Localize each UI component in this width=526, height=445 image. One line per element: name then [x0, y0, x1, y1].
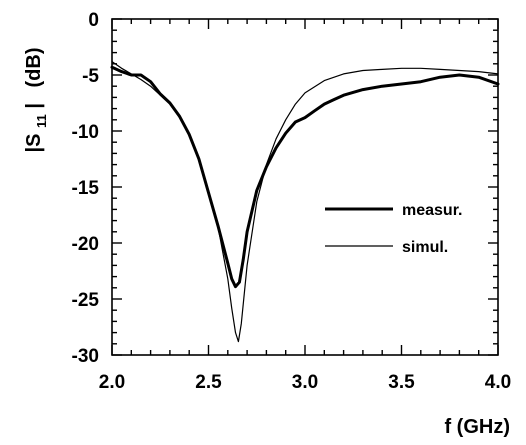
legend-label-simul: simul. — [402, 239, 448, 256]
axis-ticks — [111, 18, 499, 356]
series-layer — [110, 60, 500, 343]
y-tick-label: -30 — [72, 346, 99, 367]
x-tick-label: 3.5 — [388, 372, 415, 393]
y-tick-label: -10 — [72, 122, 99, 143]
x-tick-label: 3.0 — [292, 372, 318, 393]
y-tick-label: -20 — [72, 234, 99, 255]
y-tick-label: 0 — [88, 10, 99, 31]
y-label-suffix: | — [23, 103, 45, 109]
y-label-subscript: 11 — [34, 114, 49, 128]
x-tick-label: 2.0 — [99, 372, 125, 393]
legend: measur. simul. — [325, 202, 462, 256]
y-tick-label: -15 — [72, 178, 100, 199]
y-tick-label: -25 — [72, 290, 100, 311]
legend-label-measur: measur. — [402, 202, 462, 219]
y-label-unit: (dB) — [23, 48, 45, 88]
x-axis-label: f (GHz) — [444, 416, 510, 438]
y-tick-label: -5 — [82, 66, 99, 87]
y-axis-label: |S 11 | (dB) — [23, 48, 51, 153]
y-label-prefix: |S — [23, 134, 45, 153]
x-tick-label: 4.0 — [485, 372, 511, 393]
series-line-measur — [110, 65, 500, 289]
x-tick-label: 2.5 — [195, 372, 222, 393]
series-line-simul — [111, 60, 499, 343]
axis-tick-labels: 2.0 2.5 3.0 3.5 4.0 0 -5 -10 -15 -20 -25 -30 — [72, 10, 512, 393]
